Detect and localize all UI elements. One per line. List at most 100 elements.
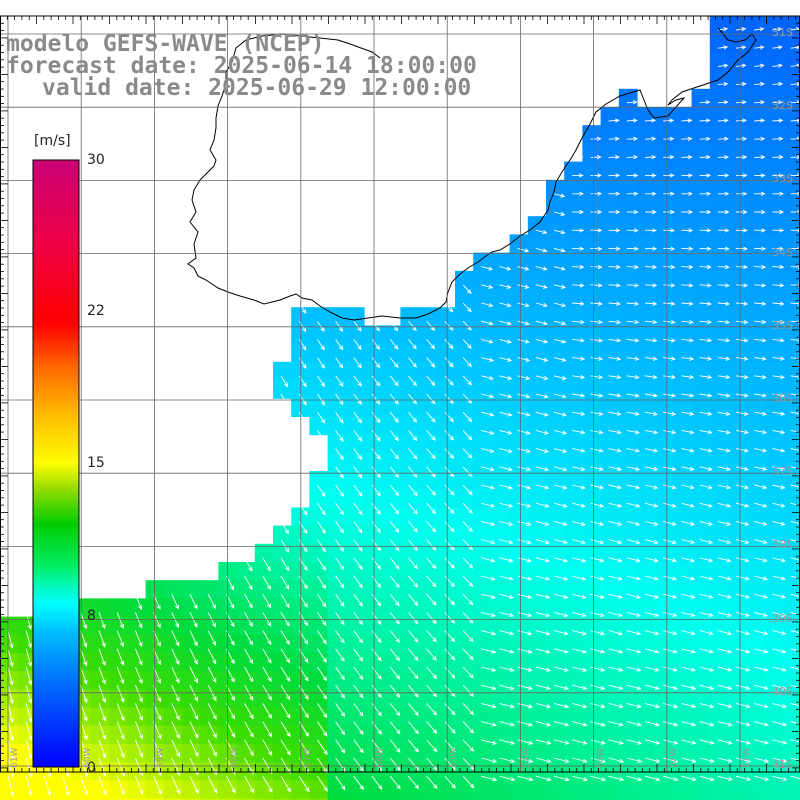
- wind-arrow: [481, 338, 494, 344]
- wind-speed-cell: [91, 634, 110, 654]
- wind-arrow: [663, 721, 679, 727]
- wind-speed-cell: [145, 634, 165, 654]
- wind-speed-cell: [182, 725, 201, 745]
- wind-speed-cell: [163, 616, 183, 636]
- wind-speed-cell: [400, 653, 420, 672]
- wind-speed-cell: [0, 707, 19, 727]
- wind-arrow: [371, 721, 383, 735]
- wind-arrow: [280, 703, 291, 719]
- wind-arrow: [535, 320, 549, 326]
- wind-speed-cell: [728, 452, 747, 472]
- wind-arrow: [735, 721, 751, 727]
- wind-arrow: [644, 684, 660, 690]
- wind-speed-cell: [509, 580, 529, 599]
- wind-arrow: [608, 393, 622, 398]
- wind-speed-cell: [236, 707, 256, 727]
- wind-arrow: [280, 375, 289, 388]
- wind-speed-cell: [673, 689, 693, 709]
- wind-speed-cell: [527, 361, 547, 381]
- wind-arrow: [153, 721, 162, 740]
- wind-speed-cell: [109, 598, 128, 618]
- wind-arrow: [499, 520, 514, 526]
- wind-speed-cell: [473, 325, 492, 345]
- wind-arrow: [772, 264, 785, 270]
- wind-arrow: [207, 666, 217, 683]
- wind-arrow: [644, 484, 659, 490]
- wind-speed-cell: [618, 107, 638, 126]
- wind-speed-cell: [728, 325, 747, 345]
- wind-arrow: [699, 319, 713, 325]
- wind-speed-cell: [200, 598, 219, 618]
- wind-arrow: [572, 721, 588, 727]
- wind-arrow: [681, 154, 693, 160]
- wind-speed-cell: [436, 725, 456, 745]
- colorbar-tick-label: 15: [87, 455, 105, 471]
- wind-speed-cell: [709, 653, 729, 672]
- wind-arrow: [644, 429, 659, 435]
- wind-speed-cell: [491, 380, 511, 399]
- wind-arrow: [644, 264, 658, 270]
- wind-speed-cell: [728, 471, 747, 490]
- wind-arrow: [408, 357, 417, 368]
- wind-speed-cell: [582, 452, 602, 472]
- wind-speed-cell: [546, 361, 565, 381]
- wind-arrow: [644, 539, 659, 545]
- wind-arrow: [590, 173, 602, 178]
- wind-arrow: [608, 684, 624, 691]
- wind-speed-cell: [728, 634, 747, 654]
- wind-arrow: [7, 776, 15, 797]
- wind-speed-cell: [691, 434, 711, 454]
- wind-arrow: [317, 339, 325, 351]
- wind-speed-cell: [582, 671, 602, 690]
- wind-arrow: [754, 611, 769, 617]
- wind-speed-cell: [709, 16, 729, 35]
- wind-speed-cell: [527, 653, 547, 672]
- wind-arrow: [244, 775, 254, 794]
- wind-arrow: [244, 557, 253, 572]
- wind-arrow: [481, 502, 496, 508]
- wind-speed-cell: [473, 543, 492, 563]
- wind-arrow: [408, 521, 418, 533]
- wind-arrow: [717, 557, 732, 563]
- wind-speed-cell: [145, 744, 165, 763]
- wind-speed-cell: [473, 744, 492, 763]
- wind-arrow: [189, 776, 199, 794]
- wind-arrow: [462, 757, 475, 771]
- wind-speed-cell: [364, 634, 383, 654]
- wind-arrow: [699, 630, 714, 636]
- wind-arrow: [681, 393, 695, 398]
- wind-speed-cell: [163, 653, 183, 672]
- wind-arrow: [335, 502, 345, 516]
- wind-speed-cell: [728, 198, 747, 217]
- wind-speed-cell: [509, 525, 529, 545]
- wind-arrow: [754, 393, 767, 398]
- longitude-label: 58W: [229, 747, 240, 768]
- wind-arrow: [189, 666, 198, 684]
- wind-arrow: [572, 466, 586, 471]
- wind-speed-cell: [163, 689, 183, 709]
- wind-arrow: [134, 721, 143, 740]
- wind-arrow: [626, 264, 640, 270]
- wind-speed-cell: [236, 598, 256, 618]
- wind-speed-cell: [746, 398, 765, 417]
- wind-arrow: [717, 45, 729, 50]
- wind-speed-cell: [72, 798, 92, 800]
- wind-arrow: [572, 338, 585, 343]
- wind-speed-cell: [418, 634, 438, 654]
- latitude-label: 40S: [772, 684, 793, 698]
- wind-arrow: [280, 575, 290, 590]
- wind-arrow: [626, 429, 641, 435]
- wind-speed-cell: [637, 179, 656, 199]
- wind-arrow: [280, 557, 290, 572]
- wind-speed-cell: [127, 653, 147, 672]
- wind-arrow: [572, 611, 587, 618]
- wind-speed-cell: [509, 671, 529, 690]
- wind-arrow: [499, 302, 512, 308]
- wind-speed-cell: [728, 543, 747, 563]
- wind-arrow: [171, 648, 180, 666]
- wind-arrow: [663, 264, 676, 270]
- wind-speed-cell: [691, 343, 711, 363]
- wind-speed-cell: [582, 489, 602, 508]
- wind-speed-cell: [546, 562, 565, 581]
- wind-arrow: [717, 81, 729, 87]
